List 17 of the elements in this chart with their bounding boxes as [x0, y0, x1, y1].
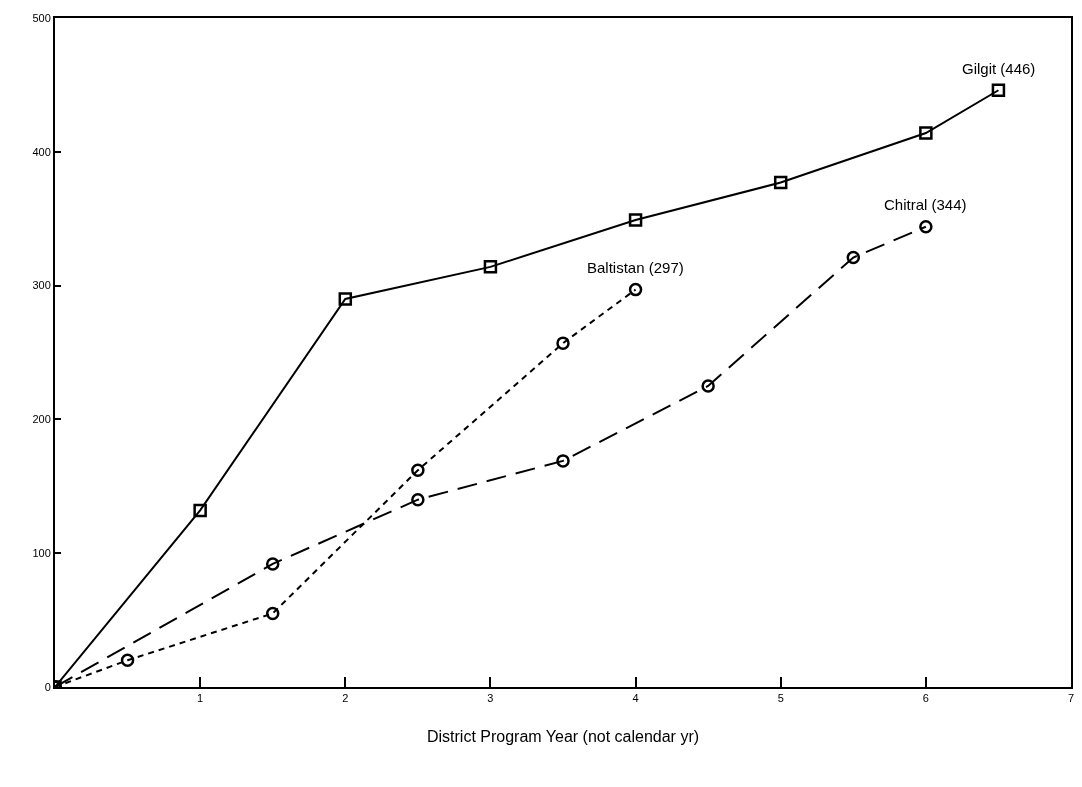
x-tick-label: 2: [342, 692, 349, 705]
x-axis-title: District Program Year (not calendar yr): [426, 728, 700, 746]
y-tick-label: 100: [32, 547, 51, 560]
x-tick-label: 6: [922, 692, 929, 705]
y-tick-label: 500: [32, 11, 51, 24]
x-tick-label: 7: [1067, 692, 1075, 705]
series-label: Chitral (344): [884, 196, 967, 213]
y-tick-label: 400: [32, 145, 51, 158]
x-tick-label: 1: [197, 692, 204, 705]
y-tick-label: 0: [44, 680, 51, 693]
y-tick-label: 300: [32, 279, 51, 292]
x-tick-label: 3: [487, 692, 494, 705]
x-tick-label: 4: [632, 692, 639, 705]
x-tick-label: 5: [777, 692, 784, 705]
series-label: Baltistan (297): [587, 259, 684, 276]
y-tick-label: 200: [32, 413, 51, 426]
series-label: Gilgit (446): [962, 60, 1036, 77]
